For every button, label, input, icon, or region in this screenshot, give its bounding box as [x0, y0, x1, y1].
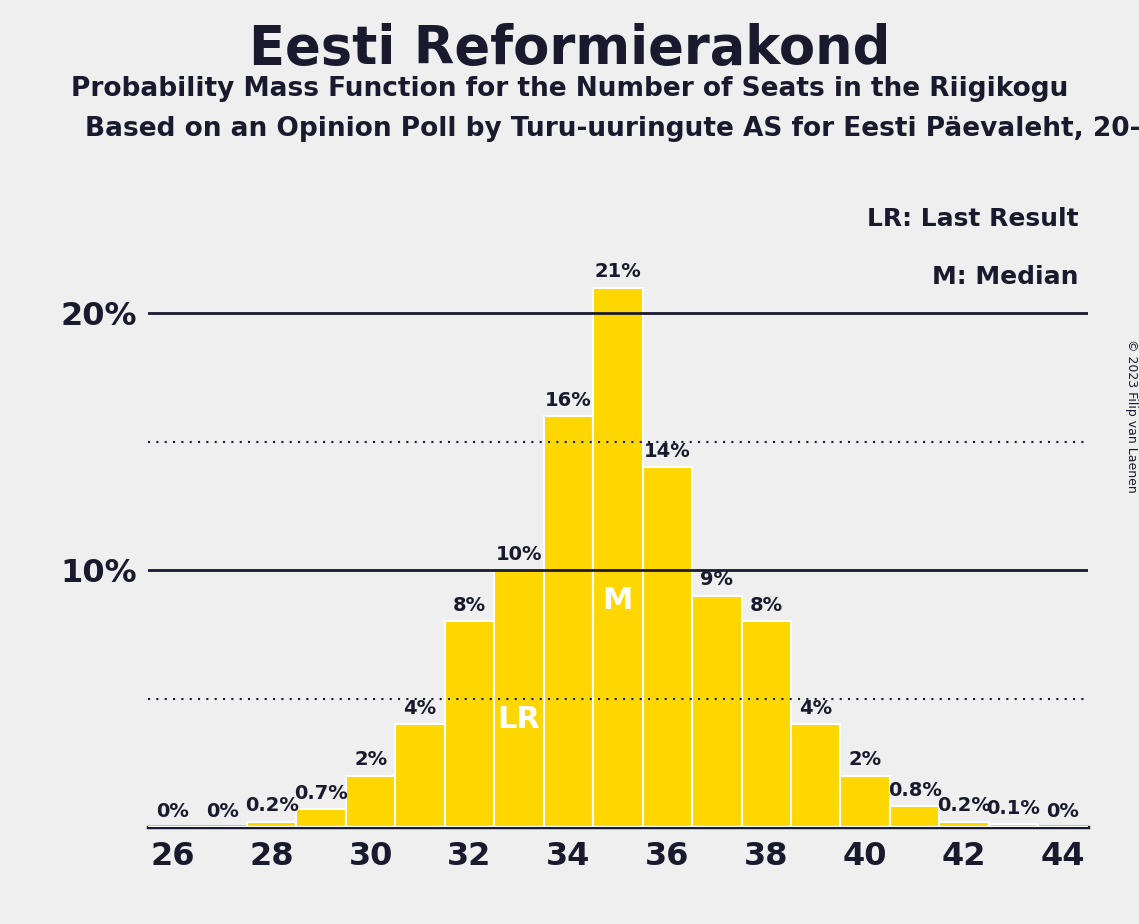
Text: 2%: 2%: [849, 750, 882, 769]
Text: LR: Last Result: LR: Last Result: [867, 207, 1079, 231]
Text: 9%: 9%: [700, 570, 734, 590]
Text: 4%: 4%: [800, 699, 833, 718]
Bar: [296, 809, 346, 827]
Text: M: Median: M: Median: [932, 265, 1079, 289]
Text: 0.2%: 0.2%: [937, 796, 991, 815]
Bar: [741, 622, 790, 827]
Bar: [593, 287, 642, 827]
Bar: [841, 775, 890, 827]
Text: 10%: 10%: [495, 544, 542, 564]
Bar: [346, 775, 395, 827]
Bar: [693, 596, 741, 827]
Text: 0.7%: 0.7%: [294, 784, 349, 803]
Text: 0%: 0%: [206, 801, 239, 821]
Text: LR: LR: [498, 705, 540, 734]
Text: 16%: 16%: [546, 391, 592, 409]
Bar: [940, 821, 989, 827]
Text: 0.8%: 0.8%: [887, 781, 942, 800]
Bar: [494, 570, 543, 827]
Text: Probability Mass Function for the Number of Seats in the Riigikogu: Probability Mass Function for the Number…: [71, 76, 1068, 102]
Text: 0%: 0%: [1047, 801, 1080, 821]
Bar: [989, 824, 1039, 827]
Bar: [247, 821, 296, 827]
Text: M: M: [603, 586, 633, 614]
Text: 2%: 2%: [354, 750, 387, 769]
Text: 8%: 8%: [749, 596, 782, 615]
Text: 21%: 21%: [595, 262, 641, 281]
Bar: [890, 807, 940, 827]
Bar: [543, 416, 593, 827]
Text: Based on an Opinion Poll by Turu-uuringute AS for Eesti Päevaleht, 20–28 Februar: Based on an Opinion Poll by Turu-uuringu…: [85, 116, 1139, 141]
Text: 0%: 0%: [156, 801, 189, 821]
Text: 0.1%: 0.1%: [986, 799, 1041, 818]
Text: 4%: 4%: [403, 699, 436, 718]
Bar: [445, 622, 494, 827]
Text: Eesti Reformierakond: Eesti Reformierakond: [248, 23, 891, 75]
Text: 0.2%: 0.2%: [245, 796, 298, 815]
Text: 8%: 8%: [453, 596, 486, 615]
Bar: [395, 724, 445, 827]
Bar: [642, 468, 693, 827]
Text: 14%: 14%: [644, 442, 690, 461]
Text: © 2023 Filip van Laenen: © 2023 Filip van Laenen: [1124, 339, 1138, 492]
Bar: [790, 724, 841, 827]
